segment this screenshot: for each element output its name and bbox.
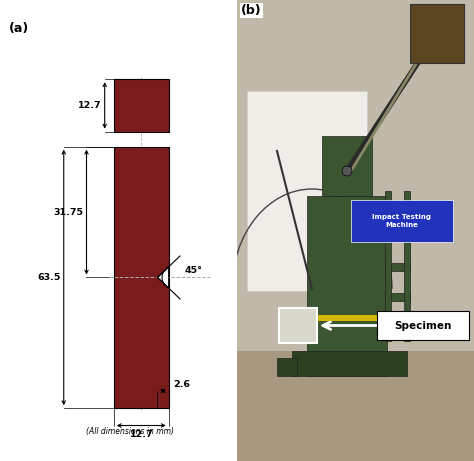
Text: (b): (b) <box>241 4 262 17</box>
Text: (All dimensions in mm): (All dimensions in mm) <box>86 427 174 436</box>
Bar <box>322 136 372 196</box>
Bar <box>404 191 410 341</box>
FancyBboxPatch shape <box>377 311 469 340</box>
Bar <box>385 263 410 271</box>
FancyBboxPatch shape <box>410 4 464 63</box>
Text: Specimen: Specimen <box>394 321 452 331</box>
Text: (a): (a) <box>9 23 29 35</box>
Bar <box>277 358 297 376</box>
Bar <box>307 196 387 376</box>
Bar <box>292 351 407 376</box>
Bar <box>114 147 169 408</box>
Bar <box>279 308 317 343</box>
Text: 2.6: 2.6 <box>173 380 190 389</box>
Text: 31.75: 31.75 <box>53 207 83 217</box>
Text: 45°: 45° <box>184 266 202 276</box>
Bar <box>385 233 410 241</box>
Polygon shape <box>157 267 169 288</box>
FancyBboxPatch shape <box>351 200 453 242</box>
Bar <box>247 91 367 291</box>
Bar <box>385 323 410 331</box>
Text: Impact Testing
Machine: Impact Testing Machine <box>373 214 431 228</box>
Bar <box>307 315 387 321</box>
Bar <box>114 79 169 131</box>
Text: 12.7: 12.7 <box>78 101 101 110</box>
Bar <box>237 351 474 461</box>
Bar <box>385 191 391 341</box>
Bar <box>385 293 410 301</box>
Text: 63.5: 63.5 <box>37 273 60 282</box>
Circle shape <box>342 166 352 176</box>
Text: 12.7: 12.7 <box>129 430 153 439</box>
